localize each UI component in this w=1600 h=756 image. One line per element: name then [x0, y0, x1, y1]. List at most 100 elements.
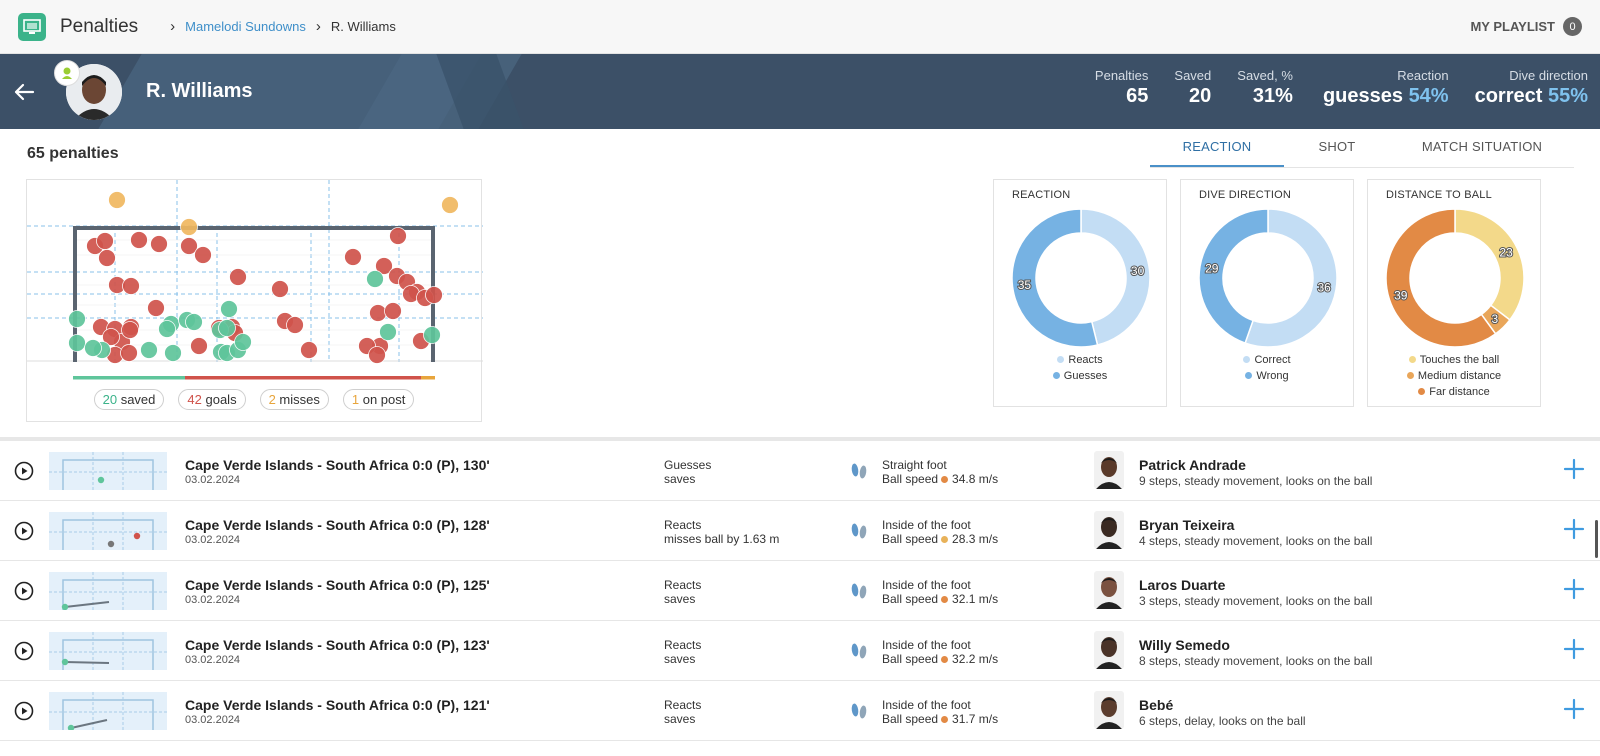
my-playlist-button[interactable]: MY PLAYLIST 0 — [1470, 17, 1582, 36]
back-button[interactable] — [4, 72, 44, 112]
shot-dot[interactable] — [369, 304, 387, 322]
shot-dot[interactable] — [286, 316, 304, 334]
shot-dot[interactable] — [368, 346, 386, 364]
donut-value-label: 30 — [1131, 264, 1145, 278]
tab-reaction[interactable]: REACTION — [1150, 130, 1284, 167]
legend-on-post[interactable]: 1 on post — [342, 389, 415, 410]
legend-item: Guesses — [994, 368, 1166, 384]
shot-dot[interactable] — [108, 191, 126, 209]
ball-speed-label: Ball speed — [882, 472, 939, 486]
stat-reaction: Reaction guesses 54% — [1323, 68, 1449, 108]
shot-location-dot — [61, 658, 69, 666]
penalty-row[interactable]: Cape Verde Islands - South Africa 0:0 (P… — [0, 441, 1600, 501]
donut-value-label: 39 — [1394, 289, 1408, 303]
shot-dot[interactable] — [130, 231, 148, 249]
shot-dot[interactable] — [120, 344, 138, 362]
shot-dot[interactable] — [229, 268, 247, 286]
donut-slice[interactable] — [1198, 208, 1269, 345]
shot-dot[interactable] — [147, 299, 165, 317]
penalty-row[interactable]: Cape Verde Islands - South Africa 0:0 (P… — [0, 501, 1600, 561]
penalty-row[interactable]: Cape Verde Islands - South Africa 0:0 (P… — [0, 561, 1600, 621]
shot-dot[interactable] — [180, 237, 198, 255]
penalty-app-icon[interactable] — [18, 12, 46, 41]
shot-dot[interactable] — [122, 277, 140, 295]
ball-speed-value: 32.1 m/s — [952, 592, 999, 606]
play-video-button[interactable] — [14, 461, 34, 481]
footprints-icon — [848, 641, 870, 661]
donut-value-label: 36 — [1318, 281, 1332, 295]
add-to-playlist-button[interactable] — [1563, 518, 1585, 540]
add-to-playlist-button[interactable] — [1563, 578, 1585, 600]
goal-thumbnail — [49, 692, 167, 732]
add-to-playlist-button[interactable] — [1563, 458, 1585, 480]
tab-shot[interactable]: SHOT — [1318, 139, 1356, 154]
shot-dot[interactable] — [220, 300, 238, 318]
stat-value: 31% — [1252, 85, 1293, 107]
shot-dot[interactable] — [218, 319, 236, 337]
shot-dot[interactable] — [84, 339, 102, 357]
add-to-playlist-button[interactable] — [1563, 698, 1585, 720]
shot-dot[interactable] — [234, 333, 252, 351]
legend-goals[interactable]: 42 goals — [178, 389, 246, 410]
ball-speed-value: 31.7 m/s — [952, 712, 999, 726]
shot-dot[interactable] — [150, 235, 168, 253]
shot-dot[interactable] — [379, 323, 397, 341]
play-video-button[interactable] — [14, 581, 34, 601]
speed-dot — [941, 536, 949, 543]
stat-dive-direction: Dive direction correct 55% — [1475, 68, 1588, 108]
scrollbar[interactable] — [1595, 520, 1598, 558]
donut-slice[interactable] — [1080, 208, 1151, 346]
legend-saved[interactable]: 20 saved — [93, 389, 165, 410]
tab-match-situation[interactable]: MATCH SITUATION — [1421, 139, 1543, 154]
play-video-button[interactable] — [14, 521, 34, 541]
shot-dot[interactable] — [180, 218, 198, 236]
shot-dot[interactable] — [98, 249, 116, 267]
section-divider — [0, 437, 1600, 441]
legend-misses[interactable]: 2 misses — [259, 389, 329, 410]
shot-dot[interactable] — [271, 280, 289, 298]
play-video-button[interactable] — [14, 641, 34, 661]
taker-name[interactable]: Bebé — [1139, 697, 1174, 713]
shot-dot[interactable] — [68, 310, 86, 328]
shot-dot[interactable] — [423, 326, 441, 344]
legend-label: Guesses — [1063, 370, 1108, 382]
shot-dot[interactable] — [68, 334, 86, 352]
shot-dot[interactable] — [425, 286, 443, 304]
shot-dot[interactable] — [190, 337, 208, 355]
breadcrumb-team-link[interactable]: Mamelodi Sundowns — [185, 19, 306, 34]
legend-item: Correct — [1181, 352, 1353, 368]
taker-description: 4 steps, steady movement, looks on the b… — [1139, 534, 1373, 548]
taker-name[interactable]: Laros Duarte — [1139, 577, 1226, 593]
breadcrumb-current: R. Williams — [330, 19, 396, 34]
shot-dot[interactable] — [344, 248, 362, 266]
shot-dot[interactable] — [185, 313, 203, 331]
shot-dot[interactable] — [140, 341, 158, 359]
shot-dot[interactable] — [121, 321, 139, 339]
play-icon — [14, 581, 34, 601]
donut-slice[interactable] — [1011, 208, 1099, 348]
shot-dot[interactable] — [194, 246, 212, 264]
footprints-icon — [848, 701, 870, 721]
shot-dot[interactable] — [96, 232, 114, 250]
taker-name[interactable]: Patrick Andrade — [1139, 457, 1246, 473]
taker-name[interactable]: Willy Semedo — [1139, 637, 1230, 653]
penalty-row[interactable]: Cape Verde Islands - South Africa 0:0 (P… — [0, 621, 1600, 681]
add-to-playlist-button[interactable] — [1563, 638, 1585, 660]
taker-name[interactable]: Bryan Teixeira — [1139, 517, 1235, 533]
footprints-icon — [848, 581, 870, 601]
shot-dot[interactable] — [158, 320, 176, 338]
shot-dot[interactable] — [389, 227, 407, 245]
shot-dot[interactable] — [102, 328, 120, 346]
donut-slice[interactable] — [1385, 208, 1497, 348]
shot-dot[interactable] — [441, 196, 459, 214]
penalty-row[interactable]: Cape Verde Islands - South Africa 0:0 (P… — [0, 681, 1600, 741]
shot-dot[interactable] — [164, 344, 182, 362]
donut-slice[interactable] — [1454, 208, 1525, 321]
donut-slice[interactable] — [1244, 208, 1338, 348]
shot-dot[interactable] — [300, 341, 318, 359]
shot-dot[interactable] — [375, 257, 393, 275]
play-video-button[interactable] — [14, 701, 34, 721]
shot-dot[interactable] — [384, 302, 402, 320]
shot-dot[interactable] — [366, 270, 384, 288]
arrow-left-icon — [14, 83, 35, 100]
